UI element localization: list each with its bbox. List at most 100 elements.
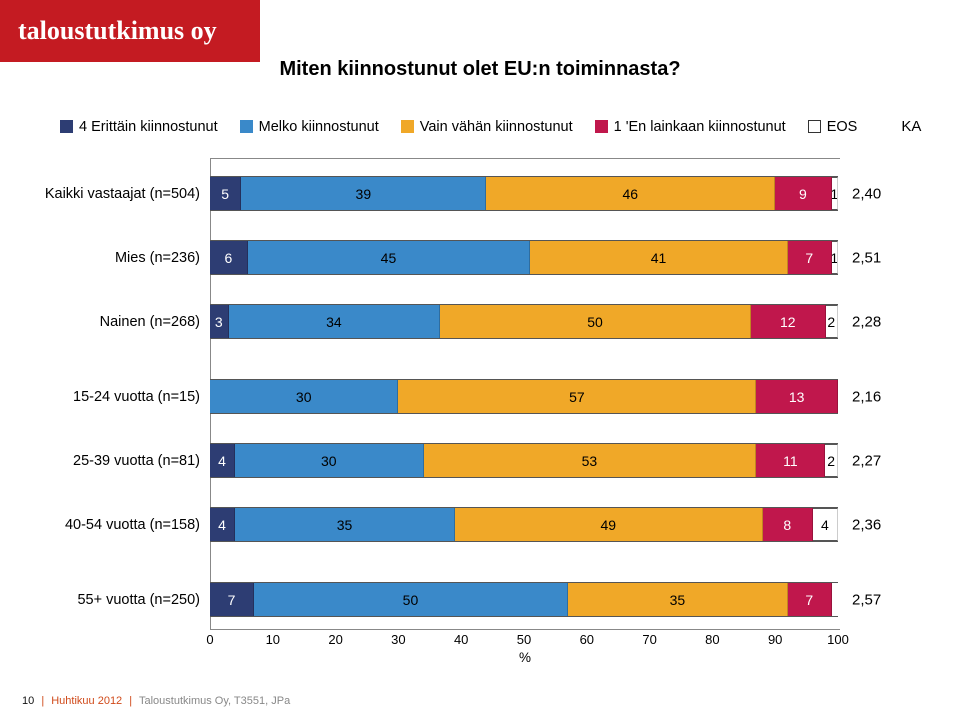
- bar-segment: 30: [210, 380, 398, 413]
- bar-segment: 4: [210, 444, 235, 477]
- brand-logo-text: taloustutkimus oy: [18, 16, 217, 46]
- x-tick: 100: [827, 632, 849, 647]
- bar-segment-value: 2: [827, 314, 835, 330]
- bar-track: 4 30 53 112: [210, 443, 838, 478]
- bar-segment-value: 34: [326, 314, 342, 330]
- bar-segment: 35: [568, 583, 788, 616]
- bar-segment-value: 7: [805, 250, 813, 266]
- legend-label: EOS: [827, 119, 858, 135]
- bar-segment: 6: [210, 241, 248, 274]
- bar-segment-value: 30: [296, 389, 312, 405]
- bar-track: 750357: [210, 582, 838, 617]
- legend-label: 1 'En lainkaan kiinnostunut: [614, 119, 786, 135]
- bar-segment-value: 1: [832, 250, 838, 266]
- legend-item: Vain vähän kiinnostunut: [401, 119, 573, 135]
- bar-segment: 39: [241, 177, 486, 210]
- page-number: 10: [22, 695, 34, 707]
- bar-segment: 8: [763, 508, 813, 541]
- row-label: Mies (n=236): [0, 250, 200, 266]
- legend-item: 1 'En lainkaan kiinnostunut: [595, 119, 786, 135]
- chart-row: 25-39 vuotta (n=81)430531122,27: [0, 443, 960, 478]
- bar-segment-value: 46: [622, 186, 638, 202]
- bar-segment: 50: [254, 583, 568, 616]
- bar-track: 30 57 13: [210, 379, 838, 414]
- bar-segment-value: 4: [218, 517, 226, 533]
- row-label: Nainen (n=268): [0, 314, 200, 330]
- x-tick: 80: [705, 632, 719, 647]
- legend-swatch-icon: [595, 120, 608, 133]
- legend-swatch-icon: [808, 120, 821, 133]
- bar-segment-value: 9: [799, 186, 807, 202]
- legend: 4 Erittäin kiinnostunut Melko kiinnostunu…: [60, 118, 920, 135]
- footer-sep-icon: |: [125, 695, 136, 707]
- ka-value: 2,51: [852, 249, 881, 266]
- legend-label: 4 Erittäin kiinnostunut: [79, 119, 218, 135]
- x-axis-label: %: [210, 650, 840, 665]
- x-tick: 90: [768, 632, 782, 647]
- footer-source: Taloustutkimus Oy, T3551, JPa: [139, 695, 290, 707]
- ka-column-header: KA: [901, 118, 921, 135]
- bar-segment: 41: [530, 241, 787, 274]
- bar-track: 6 45 41 7 1: [210, 240, 838, 275]
- x-tick: 20: [328, 632, 342, 647]
- chart-row: Nainen (n=268) 3 34 50 12 2 2,28: [0, 304, 960, 339]
- bar-segment: 34: [229, 305, 440, 338]
- bar-segment-value: 1: [832, 186, 838, 202]
- x-tick: 30: [391, 632, 405, 647]
- bar-segment: 5: [210, 177, 241, 210]
- ka-value: 2,16: [852, 388, 881, 405]
- bar-segment-value: 2: [827, 453, 835, 469]
- bar-segment-value: 35: [337, 517, 353, 533]
- bar-segment-value: 12: [780, 314, 796, 330]
- bar-segment: 1: [832, 177, 838, 210]
- bar-segment: 49: [455, 508, 763, 541]
- bar-segment-value: 5: [221, 186, 229, 202]
- chart-row: 40-54 vuotta (n=158)43549842,36: [0, 507, 960, 542]
- bar-segment-value: 41: [651, 250, 667, 266]
- legend-item: Melko kiinnostunut: [240, 119, 379, 135]
- bar-segment-value: 7: [228, 592, 236, 608]
- bar-segment: 9: [775, 177, 832, 210]
- bar-segment-value: 50: [587, 314, 603, 330]
- bar-segment-value: 35: [670, 592, 686, 608]
- bar-segment: 7: [788, 241, 832, 274]
- footer: 10 | Huhtikuu 2012 | Taloustutkimus Oy, …: [22, 695, 290, 707]
- bar-segment: 3: [210, 305, 229, 338]
- chart-row: Mies (n=236) 6 45 41 7 1 2,51: [0, 240, 960, 275]
- bar-segment: 4: [813, 508, 838, 541]
- bar-segment-value: 3: [215, 314, 223, 330]
- x-tick: 50: [517, 632, 531, 647]
- bar-segment-value: 39: [356, 186, 372, 202]
- legend-swatch-icon: [60, 120, 73, 133]
- legend-label: Melko kiinnostunut: [259, 119, 379, 135]
- bar-segment: 53: [424, 444, 757, 477]
- bar-segment-value: 6: [224, 250, 232, 266]
- legend-items: 4 Erittäin kiinnostunut Melko kiinnostunu…: [60, 119, 857, 135]
- ka-value: 2,28: [852, 313, 881, 330]
- bar-track: 4 35 49 8 4: [210, 507, 838, 542]
- bar-segment: 13: [756, 380, 838, 413]
- x-tick: 10: [266, 632, 280, 647]
- chart-row: Kaikki vastaajat (n=504)53946912,40: [0, 176, 960, 211]
- bar-segment: 11: [756, 444, 825, 477]
- bar-segment-value: 4: [821, 517, 829, 533]
- bar-segment-value: 30: [321, 453, 337, 469]
- row-label: Kaikki vastaajat (n=504): [0, 186, 200, 202]
- row-label: 15-24 vuotta (n=15): [0, 389, 200, 405]
- bar-segment: 2: [825, 444, 838, 477]
- chart-row: 15-24 vuotta (n=15) 30 57 13 2,16: [0, 379, 960, 414]
- bar-segment: 45: [248, 241, 531, 274]
- ka-value: 2,27: [852, 452, 881, 469]
- bar-track: 3 34 50 12 2: [210, 304, 838, 339]
- bar-segment: 4: [210, 508, 235, 541]
- ka-value: 2,57: [852, 591, 881, 608]
- bar-segment: 50: [440, 305, 751, 338]
- bar-segment: 57: [398, 380, 756, 413]
- bar-segment-value: 13: [789, 389, 805, 405]
- bar-track: 5 39 46 9 1: [210, 176, 838, 211]
- bar-segment-value: 8: [783, 517, 791, 533]
- footer-date: Huhtikuu 2012: [51, 695, 122, 707]
- bar-segment-value: 53: [582, 453, 598, 469]
- bar-segment-value: 49: [600, 517, 616, 533]
- x-tick: 0: [206, 632, 213, 647]
